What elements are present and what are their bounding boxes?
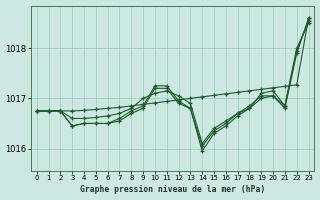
X-axis label: Graphe pression niveau de la mer (hPa): Graphe pression niveau de la mer (hPa) xyxy=(80,185,265,194)
